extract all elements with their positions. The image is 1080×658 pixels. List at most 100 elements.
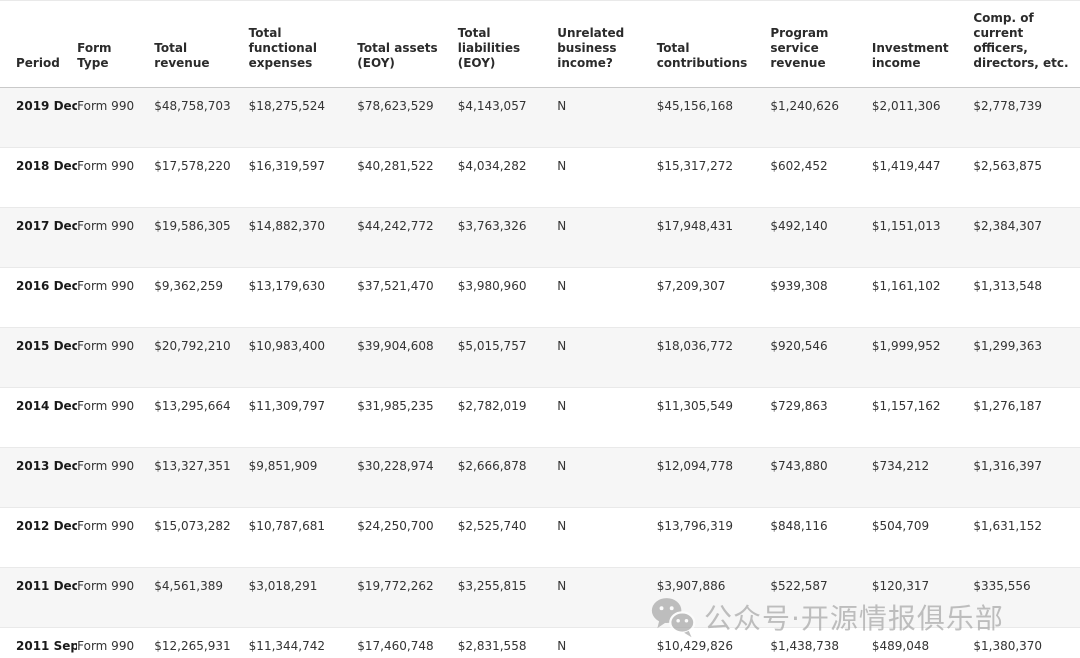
period-cell: 2011 Dec — [16, 579, 78, 593]
data-cell: $18,036,772 — [656, 339, 734, 353]
data-cell: Form 990 — [77, 279, 135, 293]
data-cell: $2,525,740 — [457, 519, 527, 533]
table-row: 2013 Dec Form 990 $13,327,351 $9,851,909 $30… — [0, 447, 1080, 508]
data-cell: $12,094,778 — [656, 459, 734, 473]
data-cell: $2,666,878 — [457, 459, 527, 473]
data-cell: N — [557, 339, 567, 353]
data-cell: $504,709 — [871, 519, 930, 533]
data-cell: Form 990 — [77, 159, 135, 173]
table-row: 2011 Sep Form 990 $12,265,931 $11,344,742 $1… — [0, 627, 1080, 658]
data-cell: $3,980,960 — [457, 279, 527, 293]
data-cell: $14,882,370 — [248, 219, 326, 233]
table-row: 2015 Dec Form 990 $20,792,210 $10,983,400 $3… — [0, 327, 1080, 388]
data-cell: N — [557, 99, 567, 113]
data-cell: $743,880 — [770, 459, 828, 473]
data-cell: Form 990 — [77, 519, 135, 533]
data-cell: $24,250,700 — [357, 519, 434, 533]
data-cell: $2,782,019 — [457, 399, 527, 413]
column-header: Unrelated business income? — [557, 0, 657, 88]
data-cell: $40,281,522 — [357, 159, 434, 173]
data-cell: $44,242,772 — [357, 219, 434, 233]
data-cell: $4,561,389 — [154, 579, 223, 593]
data-cell: $1,438,738 — [770, 639, 840, 653]
data-cell: $45,156,168 — [656, 99, 734, 113]
data-cell: $1,299,363 — [973, 339, 1043, 353]
data-cell: $2,011,306 — [871, 99, 941, 113]
column-header: Investment income — [871, 0, 974, 88]
period-cell: 2015 Dec — [16, 339, 78, 353]
data-cell: Form 990 — [77, 339, 135, 353]
period-cell: 2014 Dec — [16, 399, 78, 413]
data-cell: $18,275,524 — [248, 99, 326, 113]
data-cell: N — [557, 459, 567, 473]
period-cell: 2018 Dec — [16, 159, 78, 173]
data-cell: $10,787,681 — [248, 519, 326, 533]
data-cell: N — [557, 219, 567, 233]
data-cell: N — [557, 399, 567, 413]
table-row: 2017 Dec Form 990 $19,586,305 $14,882,370 $4… — [0, 207, 1080, 268]
data-cell: $1,380,370 — [973, 639, 1043, 653]
data-cell: Form 990 — [77, 399, 135, 413]
data-cell: $2,778,739 — [973, 99, 1043, 113]
data-cell: $1,157,162 — [871, 399, 941, 413]
data-cell: $11,305,549 — [656, 399, 734, 413]
data-cell: $1,419,447 — [871, 159, 941, 173]
table-row: 2014 Dec Form 990 $13,295,664 $11,309,797 $3… — [0, 387, 1080, 448]
table-row: 2012 Dec Form 990 $15,073,282 $10,787,681 $2… — [0, 507, 1080, 568]
data-cell: N — [557, 579, 567, 593]
data-cell: $15,073,282 — [154, 519, 231, 533]
data-cell: $602,452 — [770, 159, 828, 173]
data-cell: $10,429,826 — [656, 639, 734, 653]
table-body: 2019 Dec Form 990 $48,758,703 $18,275,524 $7… — [0, 87, 1080, 658]
period-cell: 2011 Sep — [16, 639, 78, 653]
data-cell: $9,362,259 — [154, 279, 223, 293]
data-cell: $1,240,626 — [770, 99, 840, 113]
data-cell: N — [557, 519, 567, 533]
data-cell: $10,983,400 — [248, 339, 326, 353]
data-cell: $13,179,630 — [248, 279, 326, 293]
data-cell: $12,265,931 — [154, 639, 231, 653]
data-cell: $5,015,757 — [457, 339, 527, 353]
table-row: 2019 Dec Form 990 $48,758,703 $18,275,524 $7… — [0, 87, 1080, 148]
data-cell: $1,151,013 — [871, 219, 941, 233]
data-cell: $492,140 — [770, 219, 828, 233]
data-cell: $30,228,974 — [357, 459, 434, 473]
data-cell: $3,907,886 — [656, 579, 726, 593]
data-cell: $489,048 — [871, 639, 930, 653]
data-cell: $1,999,952 — [871, 339, 941, 353]
column-header: Period — [0, 0, 78, 88]
period-cell: 2019 Dec — [16, 99, 78, 113]
data-cell: $78,623,529 — [357, 99, 434, 113]
column-header: Form Type — [77, 0, 155, 88]
data-cell: $16,319,597 — [248, 159, 326, 173]
data-cell: $13,796,319 — [656, 519, 734, 533]
data-cell: $3,018,291 — [248, 579, 318, 593]
data-cell: $1,276,187 — [973, 399, 1043, 413]
table-row: 2016 Dec Form 990 $9,362,259 $13,179,630 $37… — [0, 267, 1080, 328]
column-header: Program service revenue — [770, 0, 872, 88]
data-cell: $37,521,470 — [357, 279, 434, 293]
data-cell: $13,327,351 — [154, 459, 231, 473]
data-cell: $920,546 — [770, 339, 828, 353]
column-header: Total revenue — [154, 0, 249, 88]
data-cell: $1,161,102 — [871, 279, 941, 293]
data-cell: Form 990 — [77, 459, 135, 473]
data-cell: $734,212 — [871, 459, 930, 473]
data-cell: $7,209,307 — [656, 279, 726, 293]
data-cell: N — [557, 639, 567, 653]
data-cell: $11,344,742 — [248, 639, 326, 653]
data-cell: $17,948,431 — [656, 219, 734, 233]
data-cell: $1,316,397 — [973, 459, 1043, 473]
data-cell: Form 990 — [77, 219, 135, 233]
data-cell: $939,308 — [770, 279, 828, 293]
data-cell: $2,563,875 — [973, 159, 1043, 173]
data-cell: $19,772,262 — [357, 579, 434, 593]
data-cell: $4,034,282 — [457, 159, 527, 173]
data-cell: N — [557, 159, 567, 173]
period-cell: 2017 Dec — [16, 219, 78, 233]
data-cell: Form 990 — [77, 99, 135, 113]
data-cell: $48,758,703 — [154, 99, 231, 113]
period-cell: 2013 Dec — [16, 459, 78, 473]
